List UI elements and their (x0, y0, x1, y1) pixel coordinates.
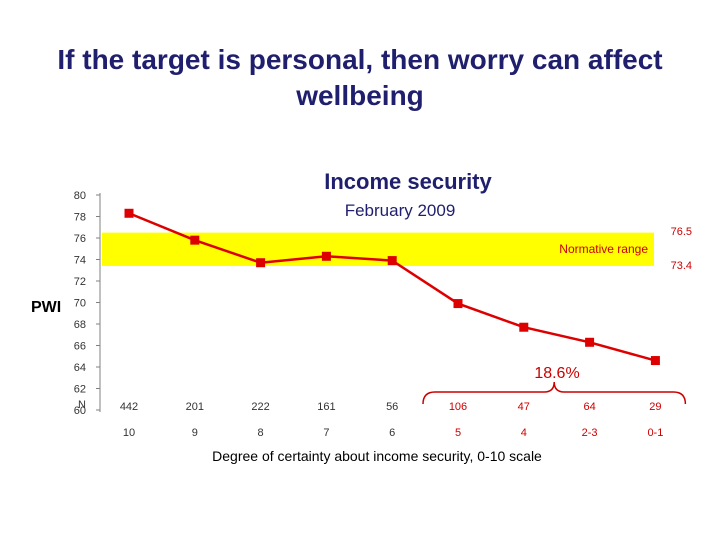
slide-title: If the target is personal, then worry ca… (40, 42, 680, 114)
y-tick-label: 68 (74, 319, 86, 331)
normative-range-label: Normative range (559, 242, 648, 256)
x-category-label: 4 (521, 427, 527, 439)
y-axis-label: PWI (31, 299, 61, 316)
chart-subtitle: February 2009 (345, 201, 456, 220)
x-category-label: 8 (258, 427, 264, 439)
data-point-marker (190, 235, 200, 245)
x-category-label: 0-1 (647, 427, 663, 439)
normative-range-low-label: 73.4 (671, 260, 692, 272)
data-point-marker (256, 258, 266, 268)
slide-title-line-2: wellbeing (296, 80, 424, 111)
y-axis-ticks: 80 78 76 74 72 70 68 66 64 62 60 (74, 190, 100, 417)
n-value-label: 442 (120, 401, 138, 413)
y-tick-label: 80 (74, 190, 86, 202)
n-value-label: 222 (251, 401, 269, 413)
data-point-marker (519, 322, 529, 332)
decline-percent-label: 18.6% (534, 365, 579, 382)
n-value-label: 64 (583, 401, 595, 413)
chart-title: Income security (324, 169, 492, 194)
n-value-label: 47 (518, 401, 530, 413)
data-point-marker (387, 256, 397, 266)
n-value-label: 106 (449, 401, 467, 413)
y-tick-label: 64 (74, 362, 86, 374)
decline-bracket (422, 381, 687, 405)
data-point-marker (650, 356, 660, 366)
y-tick-label: 78 (74, 212, 86, 224)
x-category-label: 9 (192, 427, 198, 439)
y-tick-label: 76 (74, 233, 86, 245)
x-axis-label: Degree of certainty about income securit… (212, 448, 542, 464)
n-value-label: 201 (186, 401, 204, 413)
n-values-row: 442 201 222 161 56 106 47 64 29 (120, 401, 662, 413)
data-point-marker (585, 337, 595, 347)
y-tick-label: 70 (74, 298, 86, 310)
x-category-label: 7 (323, 427, 329, 439)
n-value-label: 56 (386, 401, 398, 413)
y-tick-label: 60 (74, 405, 86, 417)
data-point-marker (321, 251, 331, 261)
x-category-label: 10 (123, 427, 135, 439)
slide-title-line-1: If the target is personal, then worry ca… (57, 44, 663, 75)
n-value-label: 161 (317, 401, 335, 413)
data-point-marker (124, 208, 134, 218)
x-category-label: 5 (455, 427, 461, 439)
x-category-labels: 10 9 8 7 6 5 4 2-3 0-1 (123, 427, 663, 439)
data-point-marker (453, 299, 463, 309)
y-tick-label: 74 (74, 255, 86, 267)
y-tick-label: 72 (74, 276, 86, 288)
y-tick-label: 62 (74, 384, 86, 396)
x-category-label: 6 (389, 427, 395, 439)
series-markers (124, 208, 660, 366)
x-category-label: 2-3 (582, 427, 598, 439)
n-label: N (78, 399, 86, 411)
n-value-label: 29 (649, 401, 661, 413)
y-tick-label: 66 (74, 341, 86, 353)
normative-range-high-label: 76.5 (671, 226, 692, 238)
